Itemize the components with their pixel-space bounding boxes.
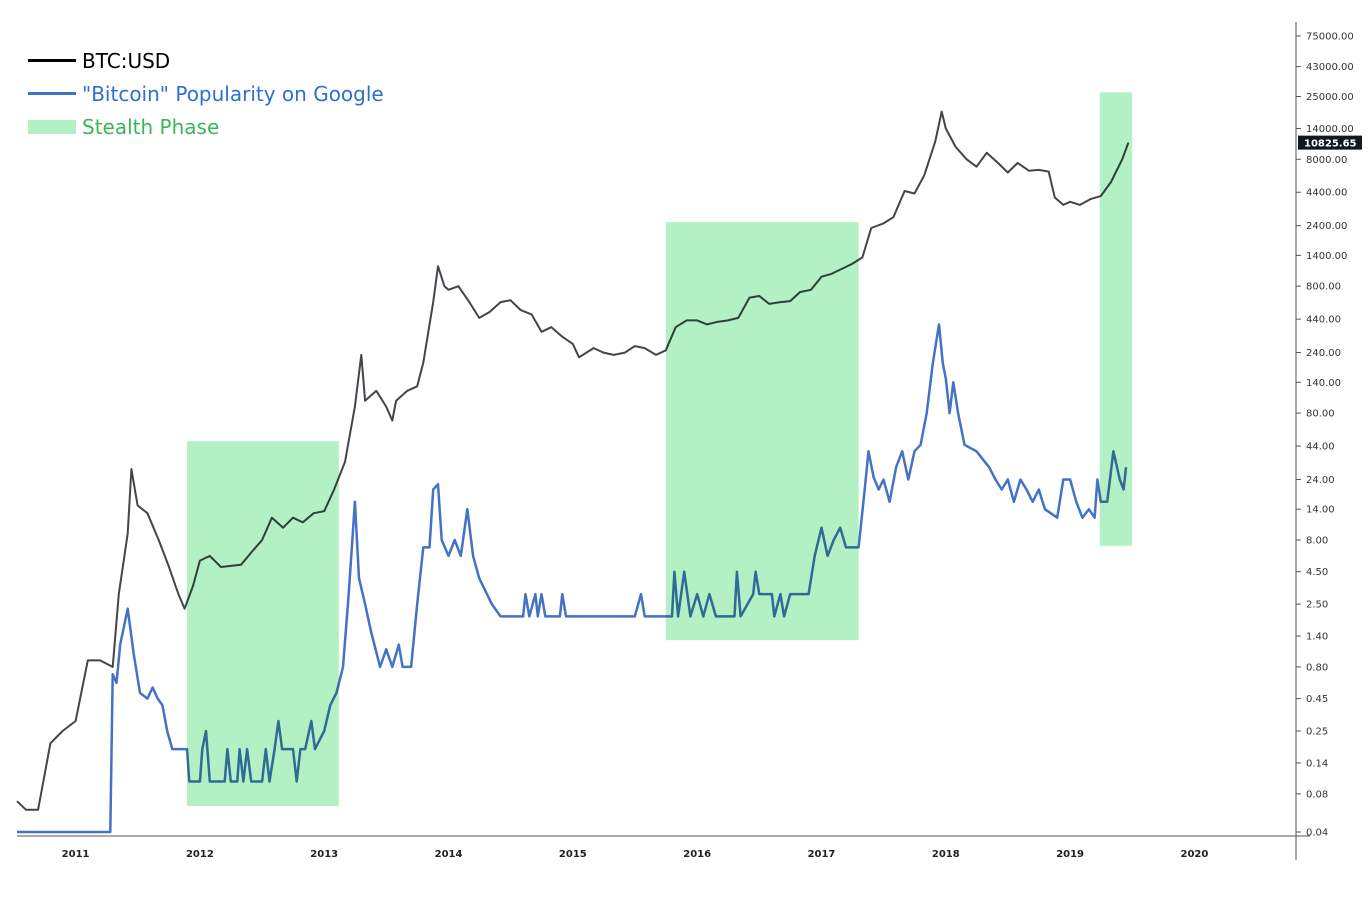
y-tick-label: 4.50 (1306, 567, 1328, 578)
y-tick-label: 0.04 (1306, 828, 1328, 839)
y-tick-label: 14.00 (1306, 505, 1335, 516)
y-tick-label: 2400.00 (1306, 221, 1347, 232)
y-tick-label: 800.00 (1306, 282, 1341, 293)
y-tick-label: 440.00 (1306, 315, 1341, 326)
last-price-badge (1298, 135, 1362, 150)
x-tick-label: 2016 (683, 849, 711, 860)
x-tick-label: 2013 (310, 849, 338, 860)
y-tick-label: 0.80 (1306, 662, 1328, 673)
y-tick-label: 1.40 (1306, 632, 1328, 643)
x-tick-label: 2012 (186, 849, 214, 860)
y-tick-label: 8.00 (1306, 535, 1328, 546)
y-tick-label: 25000.00 (1306, 92, 1354, 103)
y-tick-label: 0.45 (1306, 694, 1328, 705)
y-tick-label: 0.25 (1306, 727, 1328, 738)
x-tick-label: 2014 (435, 849, 463, 860)
y-tick-label: 0.08 (1306, 789, 1328, 800)
y-tick-label: 14000.00 (1306, 124, 1354, 135)
btc-usd-line (16, 110, 1130, 811)
legend-label: Stealth Phase (82, 114, 220, 139)
x-axis: 2011 2012 2013 2014 2015 2016 2017 2018 2019 2020 (17, 835, 1310, 860)
y-tick-label: 80.00 (1306, 409, 1335, 420)
google-popularity-line (17, 323, 1128, 834)
stealth-phase-region-2 (665, 222, 859, 641)
y-tick-label: 2.50 (1306, 600, 1328, 611)
legend-swatch (28, 59, 76, 62)
y-tick-label: 240.00 (1306, 348, 1341, 359)
stealth-phase-regions (186, 92, 1133, 807)
legend-item-stealth: Stealth Phase (28, 110, 384, 143)
x-tick-label: 2019 (1056, 849, 1084, 860)
x-tick-label: 2017 (808, 849, 836, 860)
x-tick-label: 2020 (1181, 849, 1209, 860)
y-tick-label: 75000.00 (1306, 31, 1354, 42)
y-axis: 75000.00 43000.00 25000.00 14000.00 8000.00 4… (1295, 22, 1362, 860)
stealth-phase-region-3 (1099, 92, 1133, 546)
x-tick-label: 2011 (62, 849, 90, 860)
last-price-label: 10825.65 (1304, 139, 1357, 150)
x-tick-label: 2015 (559, 849, 587, 860)
x-tick-label: 2018 (932, 849, 960, 860)
y-tick-label: 43000.00 (1306, 62, 1354, 73)
y-tick-label: 24.00 (1306, 475, 1335, 486)
legend: BTC:USD "Bitcoin" Popularity on Google S… (28, 44, 384, 143)
legend-label: "Bitcoin" Popularity on Google (82, 81, 384, 106)
y-tick-label: 1400.00 (1306, 251, 1347, 262)
series-lines (16, 110, 1130, 834)
legend-item-btc: BTC:USD (28, 44, 384, 77)
y-tick-label: 4400.00 (1306, 188, 1347, 199)
legend-item-google: "Bitcoin" Popularity on Google (28, 77, 384, 110)
legend-swatch (28, 119, 76, 134)
y-tick-label: 8000.00 (1306, 155, 1347, 166)
y-tick-label: 140.00 (1306, 378, 1341, 389)
legend-swatch (28, 92, 76, 95)
y-tick-label: 0.14 (1306, 758, 1328, 769)
legend-label: BTC:USD (82, 48, 171, 73)
stealth-phase-region-1 (186, 441, 339, 807)
y-tick-label: 44.00 (1306, 442, 1335, 453)
